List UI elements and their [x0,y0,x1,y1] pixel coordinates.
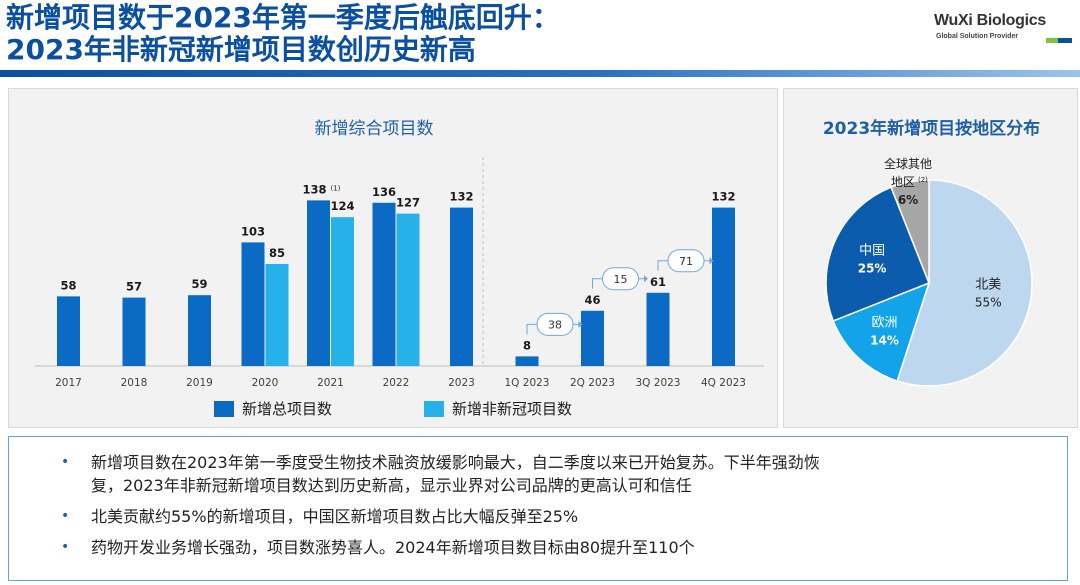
logo-brand: WuXi Biologics [934,12,1046,29]
data-label-total: 61 [650,275,666,289]
note-text-continued: 复，2023年非新冠新增项目数达到历史新高，显示业界对公司品牌的更高认可和信任 [91,476,692,495]
company-logo: WuXi Biologics Global Solution Provider [934,12,1074,58]
footnote-mark: (2) [918,176,928,184]
legend-swatch-non-covid [424,401,444,417]
bullet-icon: • [61,508,70,524]
bar-total [122,297,146,366]
pie-label-name: 北美 [975,277,1001,292]
bar-chart-title: 新增综合项目数 [314,119,434,139]
pie-chart-panel: 2023年新增项目按地区分布 北美 55% 欧洲 14% 中国 25% 全球其他地区 (2) 6… [783,88,1078,428]
pie-label-value: 55% [975,295,1002,309]
pie-label-name: 欧洲 [871,315,897,330]
pie-slice [890,179,930,284]
bar-total [515,356,539,366]
annotation-arrow-icon [709,257,714,265]
data-label-total: 59 [191,277,207,291]
x-tick-label: 1Q 2023 [504,377,549,389]
pie-label-value: 6% [898,193,918,207]
annotation-value: 38 [548,318,562,331]
data-label-total: 103 [241,224,265,238]
data-label-total: 58 [60,278,76,292]
bar-chart: 58 2017 57 2018 59 2019 103 85 2020 138 (1) 124 2021… [35,157,764,418]
bar-non-covid [331,217,354,366]
annotation-bubble [667,249,705,273]
annotation-arrow-icon [578,320,583,328]
note-text: 新增项目数在2023年第一季度受生物技术融资放缓影响最大，自二季度以来已开始复苏… [91,453,820,472]
data-label-non-covid: 85 [269,246,285,260]
note-item: • 新增项目数在2023年第一季度受生物技术融资放缓影响最大，自二季度以来已开始… [9,451,1049,497]
pie-chart-title: 2023年新增项目按地区分布 [822,119,1041,139]
x-tick-label: 2018 [121,377,148,389]
bar-total [450,207,473,366]
bar-total [241,242,265,366]
bar-total [57,296,80,366]
pie-label-name: 全球其他 [884,156,932,171]
pie-label-value: 25% [858,261,887,275]
bar-total [712,207,735,366]
pie-slice [896,179,1033,387]
pie-slice [825,186,930,322]
legend-swatch-total [214,401,234,417]
growth-annotation: 15 [592,267,648,291]
annotation-arrow-icon [644,275,648,283]
bar-total [307,200,330,366]
legend-label-non-covid: 新增非新冠项目数 [452,400,572,418]
x-tick-label: 2019 [186,377,213,389]
pie-label-value: 14% [870,333,899,347]
x-tick-label: 4Q 2023 [701,377,746,389]
page-title-line-1: 新增项目数于2023年第一季度后触底回升： [6,1,560,34]
notes-list: • 新增项目数在2023年第一季度受生物技术融资放缓影响最大，自二季度以来已开始… [9,451,1049,567]
note-item: • 北美贡献约55%的新增项目，中国区新增项目数占比大幅反弹至25% [9,505,1049,528]
logo-stripe-green [1046,38,1058,43]
x-tick-label: 2Q 2023 [570,377,615,389]
logo-stripe-blue [1058,38,1072,43]
data-label-total: 8 [523,338,531,352]
growth-annotation: 38 [526,312,583,336]
annotation-value: 71 [679,255,693,268]
x-tick-label: 2020 [252,377,279,389]
data-label-total: 136 [372,185,396,199]
page-title-line-2: 2023年非新冠新增项目数创历史新高 [6,33,476,66]
data-label-total: 132 [711,190,735,204]
data-label-total: 46 [584,293,600,307]
annotation-bubble [536,312,574,336]
legend-label-total: 新增总项目数 [242,400,332,418]
page-title: 新增项目数于2023年第一季度后触底回升： 2023年非新冠新增项目数创历史新高 [6,2,886,66]
pie-slice [832,281,931,382]
x-tick-label: 2017 [55,377,82,389]
footnote-mark: (1) [331,184,341,192]
data-label-total: 138 [302,182,326,196]
x-tick-label: 2021 [317,377,344,389]
data-label-total: 57 [126,280,142,294]
bar-total [188,295,211,366]
bar-non-covid [265,264,289,366]
note-item: • 药物开发业务增长强劲，项目数涨势喜人。2024年新增项目数目标由80提升至1… [9,536,1049,559]
x-tick-label: 2023 [448,377,475,389]
notes-panel: • 新增项目数在2023年第一季度受生物技术融资放缓影响最大，自二季度以来已开始… [8,436,1068,581]
pie-label-name: 地区 [891,175,915,189]
bar-total [646,292,670,366]
growth-annotation: 71 [657,249,714,273]
note-text: 北美贡献约55%的新增项目，中国区新增项目数占比大幅反弹至25% [91,507,579,526]
annotation-value: 15 [614,273,628,286]
pie-label-name: 中国 [859,243,885,258]
data-label-non-covid: 127 [396,196,420,210]
bar-non-covid [396,213,420,366]
bullet-icon: • [61,454,70,470]
data-label-total: 132 [449,190,473,204]
note-text: 药物开发业务增长强劲，项目数涨势喜人。2024年新增项目数目标由80提升至110… [91,538,695,557]
logo-tagline: Global Solution Provider [936,33,1019,40]
data-label-non-covid: 124 [330,199,354,213]
bar-chart-panel: 新增综合项目数 58 2017 57 2018 59 2019 103 85 2020 138 (1… [8,88,778,428]
x-tick-label: 3Q 2023 [635,377,680,389]
annotation-bubble [602,267,639,291]
header-divider [0,70,1080,77]
bullet-icon: • [61,539,70,555]
x-tick-label: 2022 [383,377,410,389]
bar-total [372,202,396,366]
bar-total [581,310,604,366]
